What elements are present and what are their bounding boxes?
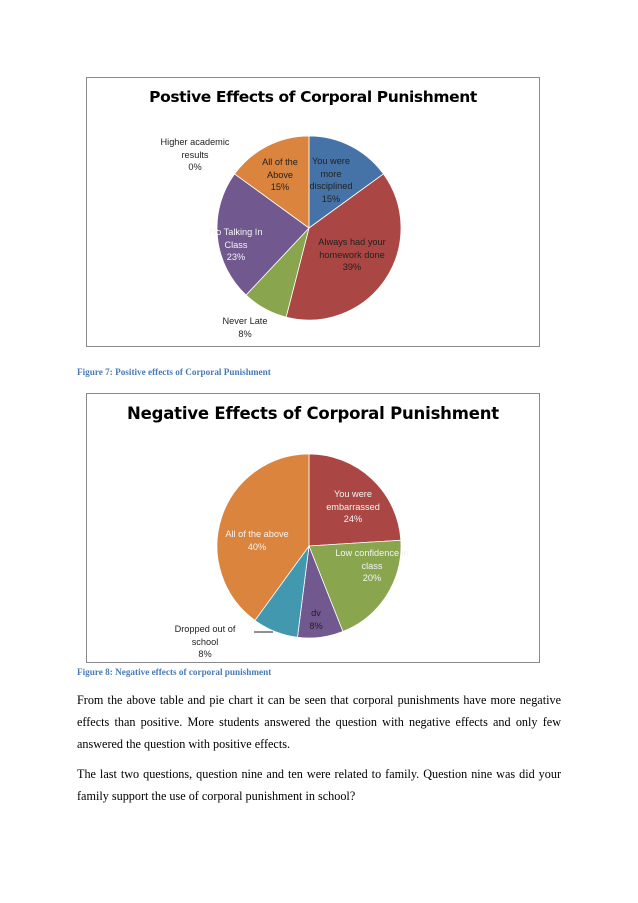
positive-effects-chart: Postive Effects of Corporal Punishment Y… <box>86 77 540 347</box>
label-text: class <box>361 560 383 571</box>
text-line: effects than positive. More students ans… <box>77 715 561 729</box>
paragraph-conclusion: From the above table and pie chart it ca… <box>77 689 561 755</box>
slice-low-confidence-in-class-label: Low confidence in class 20% <box>335 547 409 585</box>
label-text: more <box>320 168 342 179</box>
positive-effects-pie <box>216 135 402 321</box>
slice-low-confidence-in-class <box>308 539 402 633</box>
label-text: You were <box>312 156 350 166</box>
slice-all-of-the-above-label: All of the above 40% <box>225 528 288 553</box>
slice-always-had-your-homework-done-label: Always had your homework done 39% <box>318 236 385 274</box>
slice-dv-label: dv 8% <box>309 607 322 632</box>
label-text: You were <box>334 489 372 499</box>
label-text: school <box>191 636 219 647</box>
label-text: Above <box>266 169 294 180</box>
text-line: From the above table and pie chart it ca… <box>77 693 561 707</box>
label-text: homework done <box>319 249 385 260</box>
slice-always-had-your-homework-done <box>285 173 402 321</box>
slice-you-were-more-disciplined-label: You were more disciplined 15% <box>310 155 353 205</box>
label-text: dv <box>311 608 321 618</box>
slice-no-talking-in-class-label: No Talking In Class 23% <box>210 226 263 264</box>
slice-all-of-the-above <box>216 453 310 621</box>
percent-label: 20% <box>362 573 382 583</box>
slice-all-of-the-above-label: All of the Above 15% <box>262 156 298 194</box>
percent-label: 39% <box>342 262 362 272</box>
percent-label: 15% <box>321 193 341 204</box>
label-text: Never Late <box>222 316 268 326</box>
slice-all-of-the-above <box>234 135 310 229</box>
label-text: All of the above <box>225 529 289 539</box>
label-text: Low confidence in <box>335 548 409 558</box>
slice-you-were-embarrassed-label: You were embarrassed 24% <box>326 488 380 526</box>
figure-8-caption: Figure 8: Negative effects of corporal p… <box>77 667 272 677</box>
label-text: Always had your <box>318 237 386 247</box>
text-line: The last two questions, question nine an… <box>77 767 561 781</box>
slice-higher-academic-results-label: Higher academic results 0% <box>161 136 230 174</box>
label-text: results <box>181 149 209 160</box>
label-text: disciplined <box>309 181 353 191</box>
label-text: Class <box>224 239 248 250</box>
label-text: No Talking In <box>209 227 263 237</box>
chart-title: Postive Effects of Corporal Punishment <box>149 88 477 106</box>
slice-dropped-out-of-school-label: Dropped out of school 8% <box>175 623 236 661</box>
label-text: embarrassed <box>326 501 380 512</box>
percent-label: 8% <box>309 620 323 631</box>
slice-you-were-embarrassed <box>308 453 402 547</box>
label-text: Dropped out of <box>174 624 236 634</box>
negative-effects-pie <box>216 453 402 639</box>
percent-label: 8% <box>238 328 252 339</box>
slice-never-late-label: Never Late 8% <box>223 315 268 340</box>
figure-7-caption: Figure 7: Positive effects of Corporal P… <box>77 367 271 377</box>
percent-label: 24% <box>343 514 363 524</box>
percent-label: 8% <box>198 649 212 659</box>
label-text: All of the <box>262 157 298 167</box>
slice-you-were-more-disciplined <box>308 135 384 229</box>
label-text: Higher academic <box>160 137 230 147</box>
text-line: family support the use of corporal punis… <box>77 789 356 803</box>
chart-title: Negative Effects of Corporal Punishment <box>127 404 499 423</box>
percent-label: 15% <box>270 182 290 192</box>
percent-label: 0% <box>188 162 202 172</box>
paragraph-family-question: The last two questions, question nine an… <box>77 763 561 807</box>
negative-effects-chart: Negative Effects of Corporal Punishment … <box>86 393 540 663</box>
slice-no-talking-in-class <box>216 173 310 296</box>
percent-label: 23% <box>226 252 246 262</box>
text-line: answered the question with positive effe… <box>77 737 291 751</box>
percent-label: 40% <box>247 541 267 552</box>
